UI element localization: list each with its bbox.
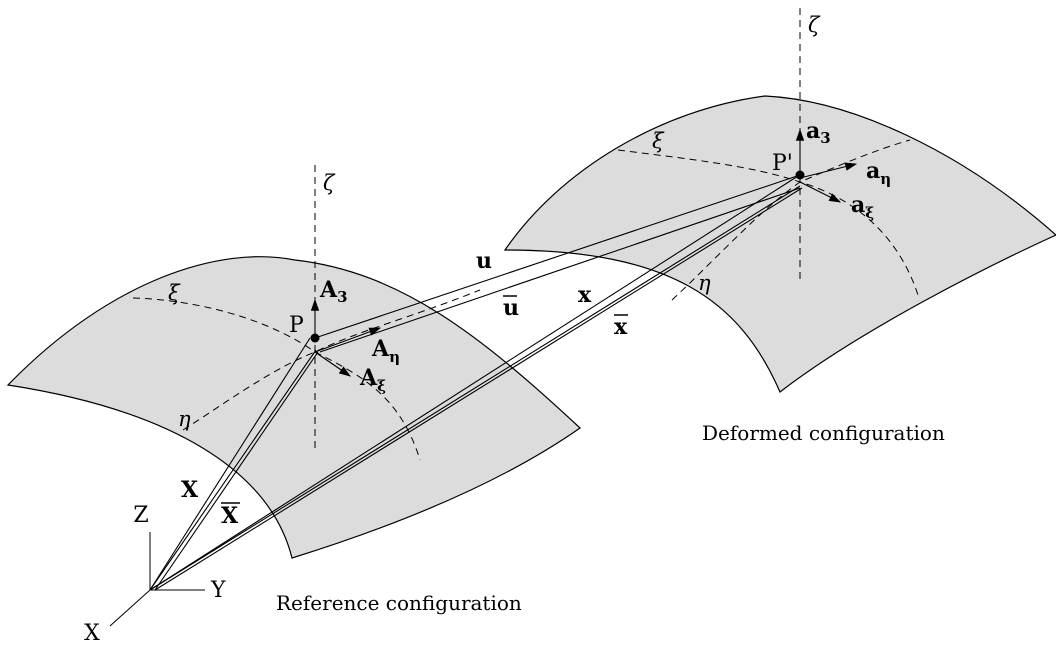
x-label: x <box>578 282 592 308</box>
def-xi-label: ξ <box>652 129 665 153</box>
deformed-eta-curve <box>671 139 911 301</box>
vector-X-line <box>149 349 317 591</box>
A3-label: A3 <box>319 277 348 306</box>
y-axis-label: Y <box>210 578 226 603</box>
position-vectors <box>149 174 803 591</box>
vector-x-line-2 <box>154 187 803 591</box>
reference-caption: Reference configuration <box>276 591 522 615</box>
deformed-surface-group <box>503 8 1056 393</box>
Axi-label: Aξ <box>359 365 386 395</box>
vector-X-line-2 <box>154 351 319 591</box>
Xbar-label: X <box>221 503 239 529</box>
x-axis <box>109 589 151 627</box>
axi-arrow <box>799 181 842 203</box>
xbar-label: x <box>614 314 628 340</box>
vector-ubar-line <box>319 187 801 353</box>
def-point-label: P' <box>772 151 793 176</box>
def-eta-label: η <box>698 271 711 295</box>
vector-u-line <box>314 174 801 339</box>
Axi-arrow <box>314 351 351 377</box>
reference-surface <box>6 256 581 559</box>
point-Pprime-dot <box>795 170 805 180</box>
deformed-caption: Deformed configuration <box>702 421 945 445</box>
aeta-label: aη <box>866 158 891 188</box>
ref-xi-label: ξ <box>168 281 181 305</box>
global-axes: Z Y X <box>84 503 226 646</box>
deformed-labels: ζ ξ η P' a3 aη aξ <box>652 13 891 295</box>
ref-point-label: P <box>289 313 304 338</box>
deformed-surface <box>503 95 1056 393</box>
vector-labels: u u x x X X <box>181 248 628 529</box>
axi-label: aξ <box>851 192 874 222</box>
reference-eta-curve <box>182 289 481 431</box>
X-label: X <box>181 477 199 503</box>
aeta-arrow <box>799 162 858 179</box>
reference-labels: ζ ξ η P A3 Aη Aξ <box>168 171 400 431</box>
ref-eta-label: η <box>178 407 191 431</box>
reference-basis <box>310 298 382 377</box>
point-P-dot <box>310 333 320 343</box>
reference-surface-group <box>6 165 581 559</box>
u-label: u <box>476 248 492 274</box>
z-axis-label: Z <box>133 503 148 528</box>
vector-xbar-line <box>149 175 799 591</box>
a3-label: a3 <box>806 118 831 147</box>
x-axis-label: X <box>84 621 100 646</box>
vector-x-line <box>149 185 801 591</box>
deformed-basis <box>795 128 858 203</box>
Aeta-label: Aη <box>371 336 400 366</box>
ubar-label: u <box>503 295 519 321</box>
def-zeta-label: ζ <box>808 13 821 37</box>
Aeta-arrow <box>314 327 382 353</box>
vector-Xbar-line <box>149 337 311 591</box>
ref-zeta-label: ζ <box>323 171 336 195</box>
